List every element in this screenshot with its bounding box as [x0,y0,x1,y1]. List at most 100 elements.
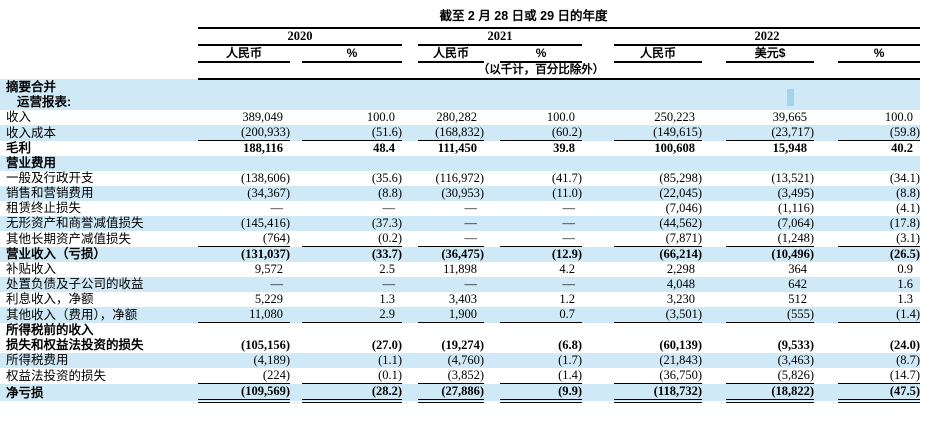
column-gap [814,292,838,307]
column-gap [402,186,419,201]
column-gap [484,125,501,141]
row-label: 无形资产和商誉减值损失 [0,216,198,231]
value-cell: (7,871) [614,231,703,247]
value-cell: (9.9) [500,383,583,403]
value-cell: (138,606) [241,171,290,185]
value-cell: — [418,216,485,231]
column-gap [290,292,302,307]
column-gap [402,201,418,216]
value-cell: (85,298) [659,171,703,185]
value-cell: (200,933) [198,125,290,141]
column-gap [702,171,726,186]
value-cell: (3,501) [614,307,703,323]
row-label: 租赁终止损失 [6,201,82,215]
table-row: 利息收入，净额 5,229 1.3 3,403 1.2 3,230 512 1.3 [0,292,920,307]
column-gap [484,353,501,368]
row-label: 处置负债及子公司的收益 [0,277,198,292]
column-gap [402,216,419,231]
column-gap [582,307,615,323]
value-cell: (1,116) [778,201,815,215]
column-gap [290,186,302,201]
value-cell: 280,282 [436,110,478,124]
row-label-line: 所得税前的收入 [6,323,94,337]
table-row: 营业费用 [0,156,921,171]
value-cell: 5,229 [254,292,283,306]
col-2022-rmb: 人民币 [614,45,703,63]
column-gap [484,156,501,171]
value-cell: (131,037) [198,246,290,262]
value-cell: 3,230 [666,292,696,306]
value-cell: (12.9) [500,246,583,262]
table-row: 租赁终止损失 — — — — (7,046) (1,116) (4.1) [0,201,920,216]
column-gap [582,141,614,157]
value-cell [726,156,815,171]
column-gap [582,262,614,277]
year-2022-header: 2022 [614,27,921,46]
row-label: 毛利 [6,141,32,155]
column-gap [702,216,727,231]
row-label: 收入 [6,110,32,124]
value-cell [726,79,815,110]
row-label: 权益法投资的损失 [6,368,107,383]
value-cell: 1,900 [418,307,485,323]
column-gap [582,277,615,292]
column-gap [582,368,614,384]
column-gap [702,186,727,201]
value-cell: 1.2 [559,292,576,306]
row-label: 净亏损 [0,383,198,401]
value-cell: 3,403 [448,292,478,306]
value-cell: 4,048 [614,277,703,292]
row-label: 一般及行政开支 [6,171,94,185]
table-header: 2020 2021 2022 人民币 % 人民币 % 人民币 美元$ [0,27,921,80]
col-2020-pct: % [302,45,403,63]
column-gap [702,201,726,216]
value-cell: (10,496) [726,246,815,262]
column-gap [402,79,419,110]
column-gap [290,156,302,171]
column-gap [290,216,302,231]
row-label-line: 损失和权益法投资的损失 [6,338,144,352]
column-gap [290,201,302,216]
value-cell: 2.9 [302,307,403,323]
column-gap [814,383,839,401]
value-cell: (11.0) [500,186,583,201]
value-cell: (3,852) [418,368,485,384]
row-label: 其他收入（费用），净额 [0,307,198,323]
spacer-cell [0,62,198,79]
value-cell: (3,495) [726,186,815,201]
column-gap [402,383,419,401]
table-row: 净亏损 (109,569) (28.2) (27,886) (9.9) (118,732)… [0,383,921,403]
col-2022-usd: 美元$ [726,45,815,63]
value-cell: (5,826) [726,368,815,384]
value-cell: 1.3 [897,292,914,306]
spacer-cell [0,45,198,62]
value-cell: (51.6) [302,125,403,141]
column-gap [484,110,500,125]
column-gap [582,110,614,125]
column-gap [402,45,418,62]
value-cell: 100.0 [546,110,576,124]
column-gap [484,231,500,247]
value-cell: (27.0) [371,338,403,352]
table-row: 其他长期资产减值损失 (764) (0.2) — — (7,871) (1,248) (3.1… [0,231,921,247]
column-gap [814,79,839,110]
value-cell: (1.4) [500,368,583,384]
value-cell [302,79,403,110]
value-cell [500,79,583,110]
table-row: 收入成本 (200,933) (51.6) (168,832) (60.2) (149,6… [0,125,921,141]
column-gap [290,277,302,292]
column-gap [702,383,727,401]
column-gap [402,156,419,171]
column-gap [702,368,726,384]
value-cell: (7,046) [665,201,703,215]
value-cell [418,79,485,110]
column-gap [290,171,302,186]
col-2020-rmb: 人民币 [198,45,290,63]
value-cell: — [500,277,583,292]
spacer-cell [614,62,921,80]
value-cell: (4,189) [198,353,290,368]
column-gap [402,368,418,384]
value-cell: — [418,277,485,292]
column-gap [582,45,614,62]
value-cell: 100.0 [366,110,396,124]
